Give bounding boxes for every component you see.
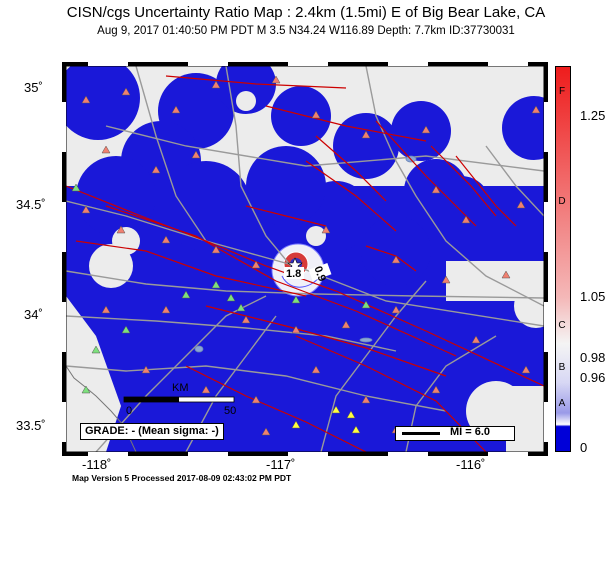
station-marker: [116, 225, 126, 234]
station-marker: [441, 275, 451, 284]
station-marker: [321, 225, 331, 234]
station-marker: [431, 385, 441, 394]
scale-label: KM: [172, 382, 189, 394]
station-marker: [226, 293, 236, 302]
station-marker: [211, 280, 221, 289]
station-marker: [521, 365, 531, 374]
station-marker: [236, 303, 246, 312]
station-marker: [211, 245, 221, 254]
station-marker: [241, 315, 251, 324]
station-marker: [421, 125, 431, 134]
station-marker: [91, 345, 101, 354]
station-marker: [351, 425, 361, 434]
station-marker: [311, 110, 321, 119]
station-marker: [516, 200, 526, 209]
contour-label-2: 0.9: [311, 265, 328, 283]
lon-label-116: -116˚: [456, 457, 486, 472]
lat-label-34-5: 34.5˚: [16, 197, 46, 212]
contour-label-1: 1.8: [286, 268, 301, 280]
map-frame: [62, 62, 548, 456]
station-marker: [121, 87, 131, 96]
grade-c: C: [558, 320, 566, 331]
station-marker: [391, 305, 401, 314]
grade-b: B: [558, 362, 566, 373]
station-marker: [251, 395, 261, 404]
mi-label: MI = 6.0: [450, 426, 491, 438]
grade-a: A: [558, 398, 566, 409]
station-marker: [71, 183, 81, 192]
station-marker: [361, 300, 371, 309]
station-marker: [201, 385, 211, 394]
mi-legend: MI = 6.0: [395, 426, 515, 441]
station-marker: [471, 335, 481, 344]
station-marker: [291, 325, 301, 334]
station-marker: [341, 320, 351, 329]
lon-label-118: -118˚: [82, 457, 112, 472]
grade-label: GRADE: - (Mean sigma: -): [80, 423, 224, 440]
station-marker: [431, 185, 441, 194]
station-marker: [461, 215, 471, 224]
station-marker: [331, 405, 341, 414]
station-marker: [501, 270, 511, 279]
station-marker: [81, 385, 91, 394]
station-marker: [361, 395, 371, 404]
station-marker: [151, 165, 161, 174]
station-marker: [101, 305, 111, 314]
station-marker: [211, 80, 221, 89]
colorbar-tick-3: 0.98: [580, 350, 606, 365]
colorbar-tick-1: 1.25: [580, 108, 606, 123]
colorbar-tick-2: 1.05: [580, 289, 606, 304]
grade-f: F: [558, 86, 566, 97]
station-marker: [361, 130, 371, 139]
station-marker: [101, 145, 111, 154]
station-marker: [171, 105, 181, 114]
station-marker: [251, 260, 261, 269]
colorbar: [555, 66, 571, 452]
processing-footer: Map Version 5 Processed 2017-08-09 02:43…: [72, 473, 292, 483]
station-marker: [191, 150, 201, 159]
lat-label-34: 34˚: [24, 307, 43, 322]
station-marker: [391, 255, 401, 264]
colorbar-tick-5: 0: [580, 440, 588, 455]
event-info: Aug 9, 2017 01:40:50 PM PDT M 3.5 N34.24…: [97, 25, 515, 37]
map-title: CISN/cgs Uncertainty Ratio Map : 2.4km (…: [66, 4, 546, 21]
scale-start: 0: [126, 405, 132, 417]
station-marker: [81, 95, 91, 104]
station-marker: [81, 205, 91, 214]
scale-bar: KM 0 50: [123, 382, 236, 417]
grade-d: D: [558, 196, 566, 207]
lon-label-117: -117˚: [266, 457, 296, 472]
colorbar-tick-4: 0.96: [580, 370, 606, 385]
station-marker: [311, 365, 321, 374]
station-marker: [121, 325, 131, 334]
station-marker: [261, 427, 271, 436]
station-marker: [181, 290, 191, 299]
lat-label-35: 35˚: [24, 80, 43, 95]
station-marker: [291, 420, 301, 429]
station-marker: [531, 105, 541, 114]
lat-label-33-5: 33.5˚: [16, 418, 46, 433]
scale-end: 50: [224, 405, 236, 417]
station-marker: [271, 75, 281, 84]
station-marker: [161, 235, 171, 244]
station-marker: [161, 305, 171, 314]
fault-lines: [66, 75, 544, 452]
station-marker: [291, 295, 301, 304]
station-marker: [141, 365, 151, 374]
mi-bar: [402, 432, 440, 435]
roads: [66, 66, 544, 452]
station-marker: [346, 410, 356, 419]
